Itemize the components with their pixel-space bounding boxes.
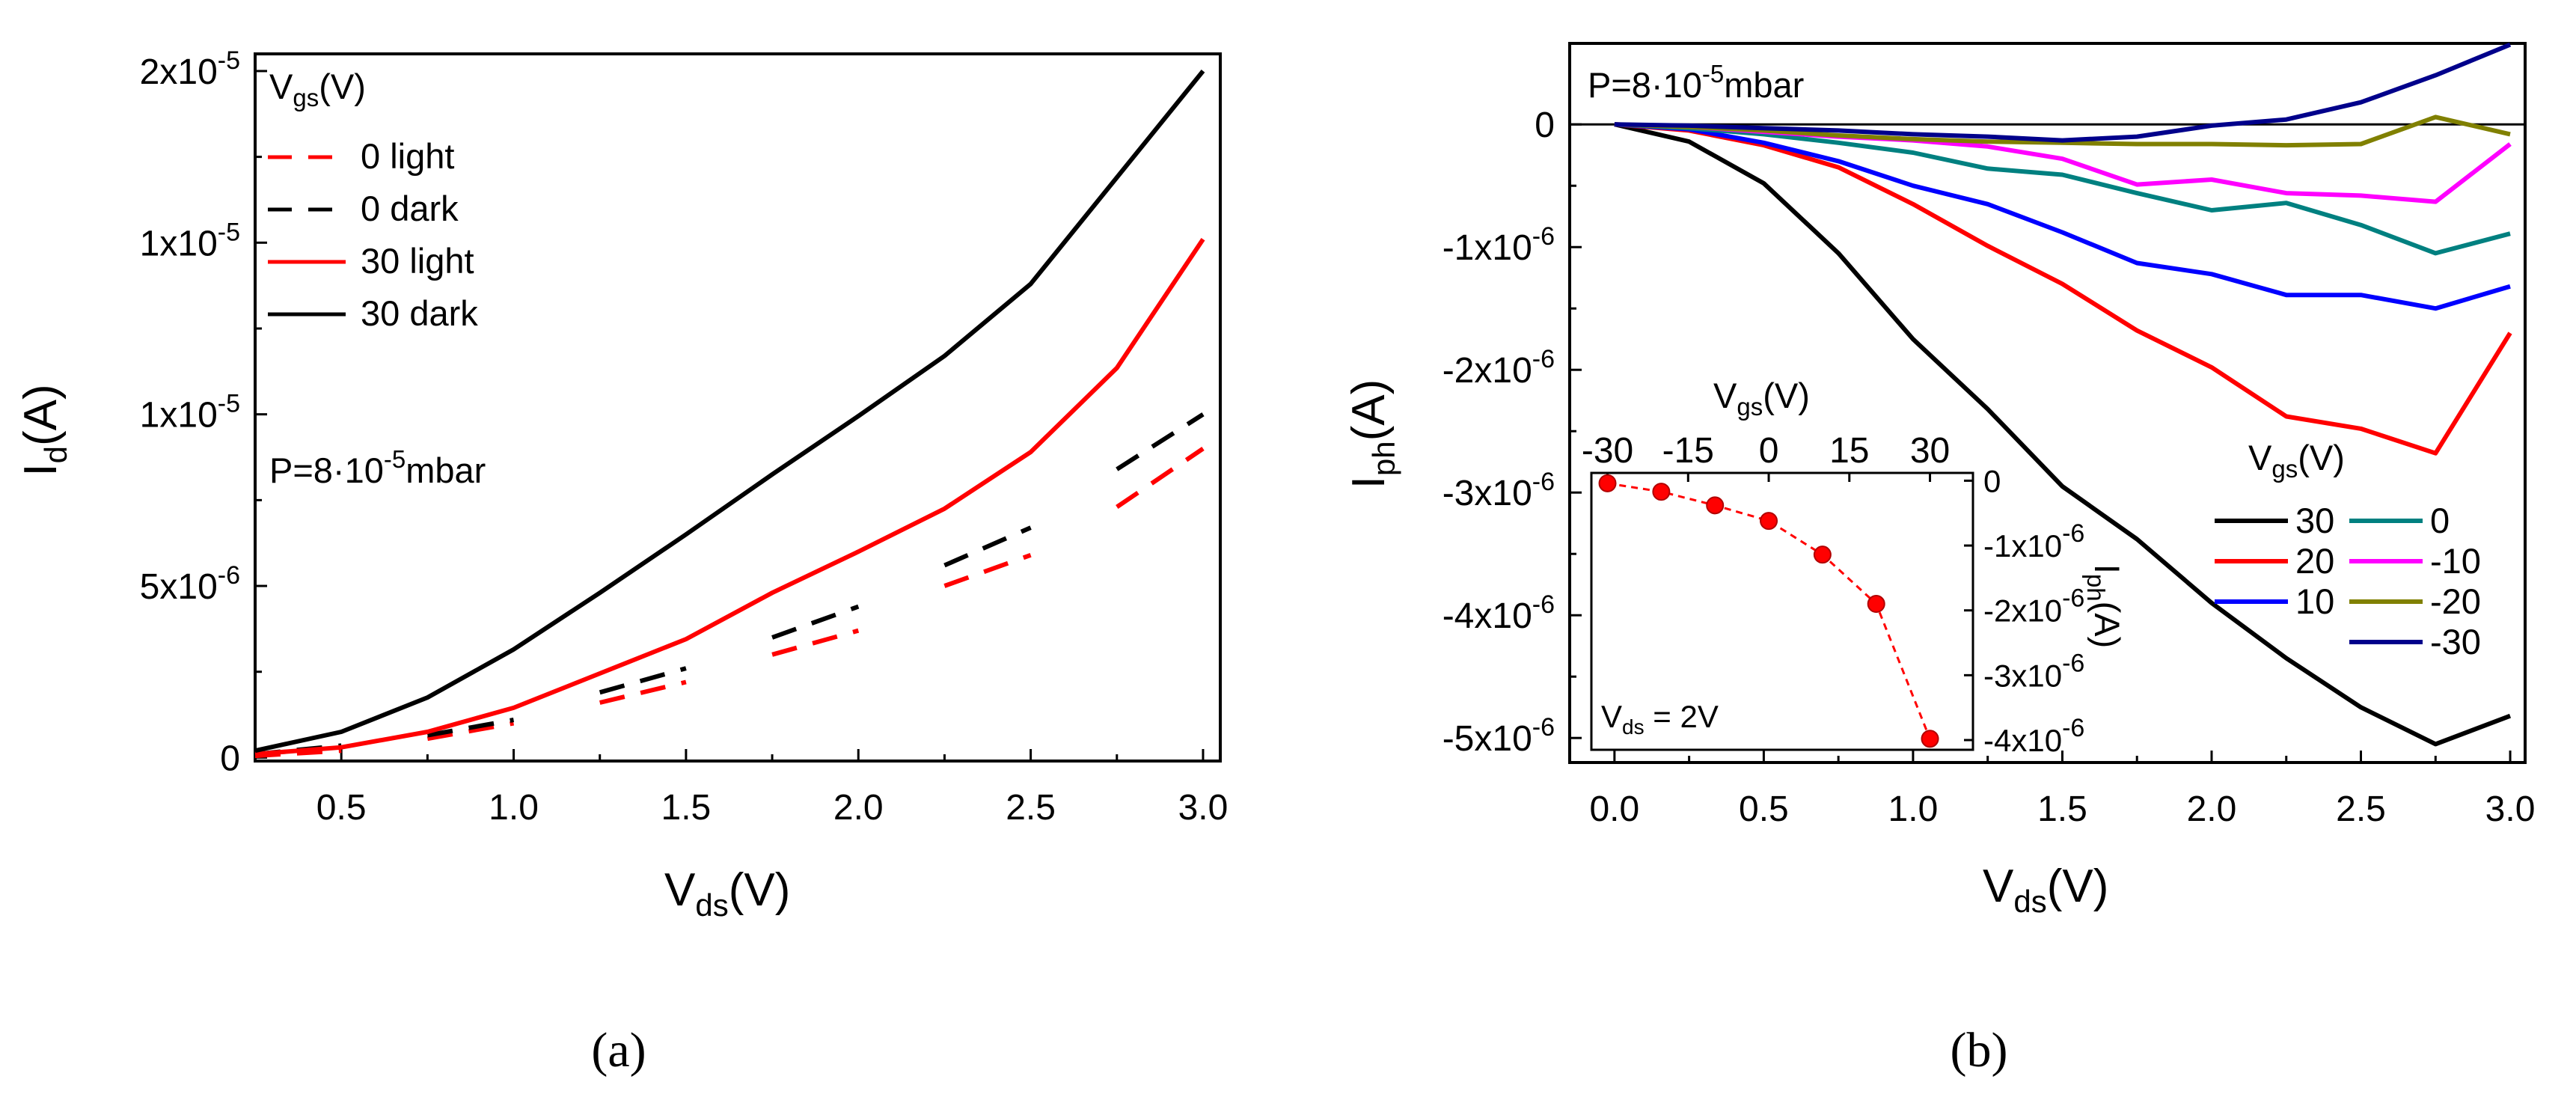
panel-b-y-tick-label: -2x10-6 — [1443, 345, 1555, 391]
panel-b-x-tick-label: 3.0 — [2485, 789, 2536, 829]
inset-y-tick-label: -4x10-6 — [1983, 714, 2084, 758]
legend-label-minus10: -10 — [2430, 541, 2481, 581]
panel-b-x-tick-label: 0.5 — [1739, 789, 1789, 829]
panel-b-axes-frame — [1568, 42, 2527, 764]
panel-a-pressure-annotation: P=8·10-5mbar — [269, 445, 486, 490]
inset-frame — [1590, 471, 1974, 751]
inset-vds-annotation: Vds = 2V — [1601, 699, 1719, 739]
panel-b-series-vgs-30 — [1614, 122, 2512, 747]
panel-b-series-vgs-0 — [1614, 122, 2511, 256]
legend-label-minus20: -20 — [2430, 581, 2481, 621]
panel-b-series-vgs--20 — [1614, 114, 2511, 148]
legend-label-0: 0 — [2430, 501, 2450, 540]
panel-b-y-tick-label: -5x10-6 — [1443, 713, 1555, 759]
panel-b-series-vgs--10 — [1614, 122, 2512, 204]
panel-a-series-3 — [254, 70, 1205, 754]
inset-x-tick-label: 0 — [1759, 431, 1779, 471]
panel-b-x-axis-label: Vds(V) — [1983, 861, 2108, 919]
inset-x-tick-label: 30 — [1910, 431, 1950, 471]
inset-data-point — [1921, 730, 1939, 748]
panel-a-x-tick-label: 2.5 — [1006, 788, 1056, 828]
inset-x-tick-label: 15 — [1829, 431, 1869, 471]
panel-a-x-tick-label: 0.5 — [316, 788, 367, 828]
panel-b-y-axis-label: Iph(A) — [1343, 379, 1401, 489]
panel-b-y-tick-label: -3x10-6 — [1443, 468, 1555, 513]
panel-a-series-2 — [254, 238, 1205, 757]
panel-b-y-tick-label: 0 — [1535, 106, 1555, 145]
inset-data-point — [1867, 595, 1885, 614]
inset-data-point — [1760, 512, 1778, 531]
panel-b-x-tick-label: 0.0 — [1589, 789, 1639, 829]
panel-b-x-tick-label: 2.0 — [2187, 789, 2237, 829]
legend-label-30-light: 30 light — [361, 241, 474, 281]
panel-b-series-vgs-20 — [1614, 122, 2512, 456]
inset-data-point — [1813, 546, 1832, 564]
inset-data-point — [1598, 474, 1617, 492]
caption-b: (b) — [1951, 1023, 2008, 1078]
panel-b-legend-title: Vgs(V) — [2248, 438, 2345, 483]
panel-b-legend: Vgs(V) 30 20 10 0 -10 -20 -30 — [2215, 438, 2481, 661]
panel-a-y-tick-label: 2x10-5 — [140, 46, 240, 92]
legend-label-20: 20 — [2295, 541, 2334, 581]
panel-b-x-tick-label: 1.0 — [1888, 789, 1939, 829]
panel-a-x-tick-label: 1.0 — [489, 788, 539, 828]
panel-a-series-1-segment — [1116, 412, 1205, 471]
panel-b: 0.0 0.5 1.0 1.5 2.0 2.5 3.0 0 -1x10-6 -2x10-6 -3x1… — [1343, 42, 2536, 1078]
legend-label-minus30: -30 — [2430, 622, 2481, 661]
panel-a-series-0-segment — [426, 721, 515, 742]
panel-a-series-1-segment — [943, 525, 1032, 568]
legend-label-30: 30 — [2295, 501, 2334, 540]
panel-a-series-0-segment — [943, 552, 1032, 588]
panel-b-y-tick-label: -1x10-6 — [1443, 222, 1555, 268]
inset-y-tick-label: -2x10-6 — [1983, 584, 2084, 629]
panel-a-x-tick-label: 2.0 — [833, 788, 884, 828]
inset-data-point — [1652, 483, 1671, 501]
legend-label-0-light: 0 light — [361, 136, 454, 176]
caption-a: (a) — [591, 1023, 646, 1078]
panel-b-inset: -30 -15 0 15 30 0 -1x10-6 -2x10-6 -3x10-6 -4x10-6… — [1582, 376, 2127, 758]
panel-b-pressure-annotation: P=8·10-5mbar — [1588, 60, 1804, 105]
legend-label-0-dark: 0 dark — [361, 189, 459, 228]
inset-y-axis-label: Iph(A) — [2082, 564, 2127, 648]
panel-b-series-vgs-10 — [1614, 122, 2511, 311]
panel-a-legend: Vgs(V) 0 light 0 dark 30 light 30 dark — [268, 67, 478, 333]
inset-x-axis-label: Vgs(V) — [1713, 376, 1810, 421]
panel-a: 0.5 1.0 1.5 2.0 2.5 3.0 0 5x10-6 1x10-5 1x10-5 2x1… — [15, 46, 1228, 1078]
inset-y-tick-label: 0 — [1983, 463, 2001, 498]
panel-a-y-tick-label: 0 — [220, 739, 240, 778]
panel-b-y-tick-label: -4x10-6 — [1443, 590, 1555, 636]
panel-a-y-tick-label: 1x10-5 — [140, 390, 240, 436]
legend-label-30-dark: 30 dark — [361, 293, 478, 333]
panel-a-y-tick-label: 5x10-6 — [140, 561, 240, 607]
panel-a-x-tick-label: 3.0 — [1178, 788, 1229, 828]
panel-a-x-axis-label: Vds(V) — [664, 864, 790, 923]
panel-a-series-1-segment — [426, 718, 515, 738]
panel-a-series-0-segment — [1116, 447, 1205, 509]
panel-b-x-tick-label: 2.5 — [2336, 789, 2386, 829]
inset-x-tick-label: -30 — [1582, 431, 1633, 471]
panel-b-series-vgs--30 — [1614, 42, 2512, 143]
panel-a-legend-title: Vgs(V) — [269, 67, 366, 111]
panel-a-series-0-segment — [599, 679, 687, 705]
legend-label-10: 10 — [2295, 581, 2334, 621]
inset-y-tick-label: -1x10-6 — [1983, 519, 2084, 563]
panel-a-axes-frame — [254, 52, 1222, 763]
panel-a-y-tick-label: 1x10-5 — [140, 218, 240, 263]
panel-a-y-axis-label: Id(A) — [15, 384, 73, 476]
panel-a-series-1-segment — [599, 666, 687, 695]
panel-a-x-tick-label: 1.5 — [661, 788, 712, 828]
panel-a-series-0-segment — [771, 628, 860, 657]
inset-x-tick-label: -15 — [1662, 431, 1714, 471]
inset-y-tick-label: -3x10-6 — [1983, 649, 2084, 693]
panel-a-series-1-segment — [771, 604, 860, 640]
inset-data-point — [1706, 496, 1725, 515]
panel-b-x-tick-label: 1.5 — [2037, 789, 2087, 829]
